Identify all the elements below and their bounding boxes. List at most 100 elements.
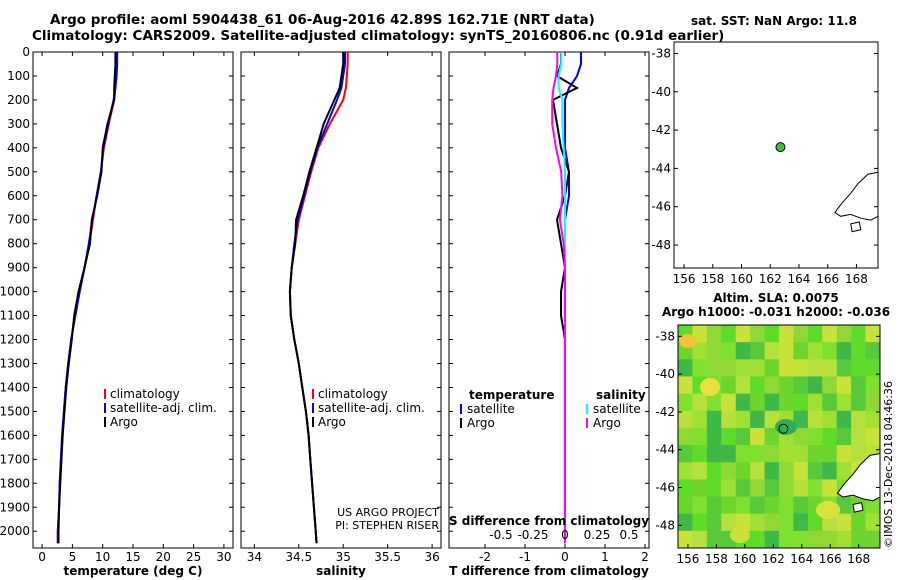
series-line-climatology (288, 52, 349, 544)
y-tick-label: 1200 (0, 333, 30, 347)
legend-label: satellite (593, 402, 641, 416)
sla-cell (793, 393, 809, 412)
sla-cell (706, 462, 722, 480)
sla-cell (678, 462, 693, 480)
sla-cell (750, 462, 766, 480)
y-tick-label: 100 (7, 69, 30, 83)
x-axis-label: temperature (deg C) (64, 564, 203, 578)
map-y-tick-label: -44 (651, 161, 671, 175)
x-tick-label: 2 (641, 550, 649, 564)
sla-cell (793, 359, 809, 377)
sla-cell (779, 513, 794, 532)
sla-cell (807, 427, 823, 446)
map-y-tick-label: -40 (651, 85, 671, 99)
x-tick-label: 0 (38, 550, 46, 564)
map-frame (673, 41, 879, 269)
sla-cell (779, 359, 794, 377)
sla-cell (865, 359, 881, 377)
sla-cell (735, 427, 751, 446)
plot-title-line2: Climatology: CARS2009. Satellite-adjuste… (32, 28, 725, 44)
secondary-tick-label: 0.5 (619, 528, 638, 542)
sla-cell (807, 513, 823, 532)
sla-cell (721, 479, 737, 498)
sla-cell (822, 427, 838, 446)
series-line-argo (288, 52, 345, 544)
sla-cell (764, 376, 780, 395)
x-tick-label: 34.5 (285, 550, 312, 564)
series-line-satellite-adj-clim- (56, 52, 119, 544)
sla-cell (793, 479, 809, 498)
sla-cell (721, 342, 737, 360)
sla-cell (836, 410, 852, 429)
map-y-tick-label: -48 (655, 518, 675, 532)
sla-cell (706, 427, 722, 446)
x-tick-label: 10 (95, 550, 110, 564)
y-tick-label: 200 (7, 93, 30, 107)
sla-cell (750, 427, 766, 446)
sla-cell (735, 410, 751, 429)
sla-cell (764, 513, 780, 532)
sla-cell (735, 462, 751, 480)
legend-label: satellite (467, 402, 515, 416)
map-y-tick-label: -38 (655, 329, 675, 343)
y-tick-label: 1600 (0, 428, 30, 442)
sla-cell (706, 410, 722, 429)
sla-cell (692, 427, 708, 446)
sla-cell (865, 496, 881, 515)
legend-label: satellite-adj. clim. (318, 401, 425, 415)
sla-cell (750, 513, 766, 532)
sla-cell (678, 496, 693, 515)
sla-cell (764, 496, 780, 515)
x-tick-label: 0 (561, 550, 569, 564)
map-x-tick-label: 164 (788, 272, 811, 286)
panel-frame (448, 51, 650, 549)
sla-cell (779, 462, 794, 480)
sla-cell (822, 410, 838, 429)
sla-cell (822, 530, 838, 549)
sla-cell (851, 445, 867, 463)
sla-cell (678, 530, 693, 549)
sla-cell (793, 530, 809, 549)
legend-label: Argo (467, 416, 495, 430)
sla-cell (764, 359, 780, 377)
x-tick-label: 34 (247, 550, 262, 564)
legend-label: satellite-adj. clim. (110, 401, 217, 415)
sla-cell (865, 393, 881, 412)
sla-cell (822, 359, 838, 377)
sla-cell (836, 530, 852, 549)
sla-cell (706, 496, 722, 515)
sla-anomaly-high (816, 501, 840, 519)
sla-cell (764, 530, 780, 549)
y-tick-label: 2000 (0, 524, 30, 538)
map-x-tick-label: 166 (816, 272, 839, 286)
project-annotation: PI: STEPHEN RISER (335, 519, 439, 532)
sla-cell (807, 445, 823, 463)
coastline-island (852, 501, 864, 513)
sla-cell (779, 393, 794, 412)
sla-cell (735, 496, 751, 515)
sla-cell (793, 496, 809, 515)
map-y-tick-label: -38 (651, 46, 671, 60)
sla-cell (807, 393, 823, 412)
sla-cell (678, 427, 693, 446)
sla-cell (750, 342, 766, 360)
sla-cell (793, 462, 809, 480)
argo-position-marker (778, 423, 789, 434)
sla-cell (865, 376, 881, 395)
y-tick-label: 500 (7, 165, 30, 179)
sla-cell (851, 513, 867, 532)
x-tick-label: -2 (479, 550, 491, 564)
sla-cell (706, 513, 722, 532)
sla-anomaly-low (775, 419, 797, 435)
map-x-tick-label: 168 (847, 552, 870, 566)
sla-cell (822, 445, 838, 463)
sla-cell (822, 462, 838, 480)
sla-cell (735, 513, 751, 532)
sla-cell (865, 427, 881, 446)
series-line-satellite-adj-clim- (288, 52, 346, 544)
sla-cell (692, 530, 708, 549)
plot-title-line1: Argo profile: aoml 5904438_61 06-Aug-201… (50, 12, 595, 28)
sla-cell (764, 479, 780, 498)
map-y-tick-label: -40 (655, 367, 675, 381)
